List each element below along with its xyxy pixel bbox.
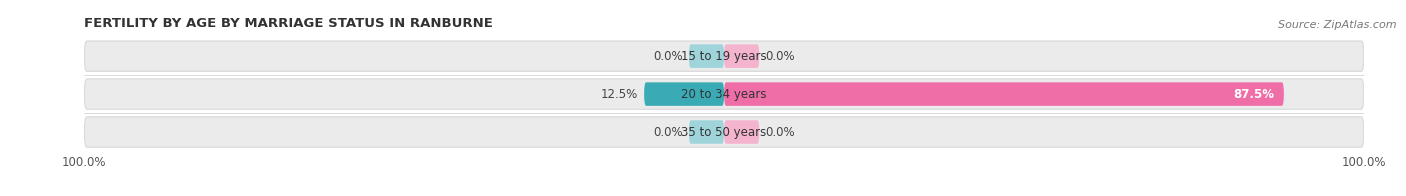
- FancyBboxPatch shape: [84, 117, 1364, 147]
- FancyBboxPatch shape: [84, 41, 1364, 71]
- Text: 15 to 19 years: 15 to 19 years: [682, 50, 766, 63]
- FancyBboxPatch shape: [689, 120, 724, 144]
- Text: 87.5%: 87.5%: [1233, 88, 1274, 101]
- Text: 20 to 34 years: 20 to 34 years: [682, 88, 766, 101]
- Text: 0.0%: 0.0%: [652, 125, 682, 139]
- FancyBboxPatch shape: [724, 82, 1284, 106]
- Text: FERTILITY BY AGE BY MARRIAGE STATUS IN RANBURNE: FERTILITY BY AGE BY MARRIAGE STATUS IN R…: [84, 17, 494, 30]
- FancyBboxPatch shape: [724, 120, 759, 144]
- Text: 35 to 50 years: 35 to 50 years: [682, 125, 766, 139]
- FancyBboxPatch shape: [724, 44, 759, 68]
- FancyBboxPatch shape: [689, 44, 724, 68]
- Text: 0.0%: 0.0%: [652, 50, 682, 63]
- Text: 0.0%: 0.0%: [766, 125, 796, 139]
- Text: 12.5%: 12.5%: [600, 88, 638, 101]
- Text: 0.0%: 0.0%: [766, 50, 796, 63]
- Text: Source: ZipAtlas.com: Source: ZipAtlas.com: [1278, 20, 1396, 30]
- FancyBboxPatch shape: [644, 82, 724, 106]
- FancyBboxPatch shape: [84, 79, 1364, 109]
